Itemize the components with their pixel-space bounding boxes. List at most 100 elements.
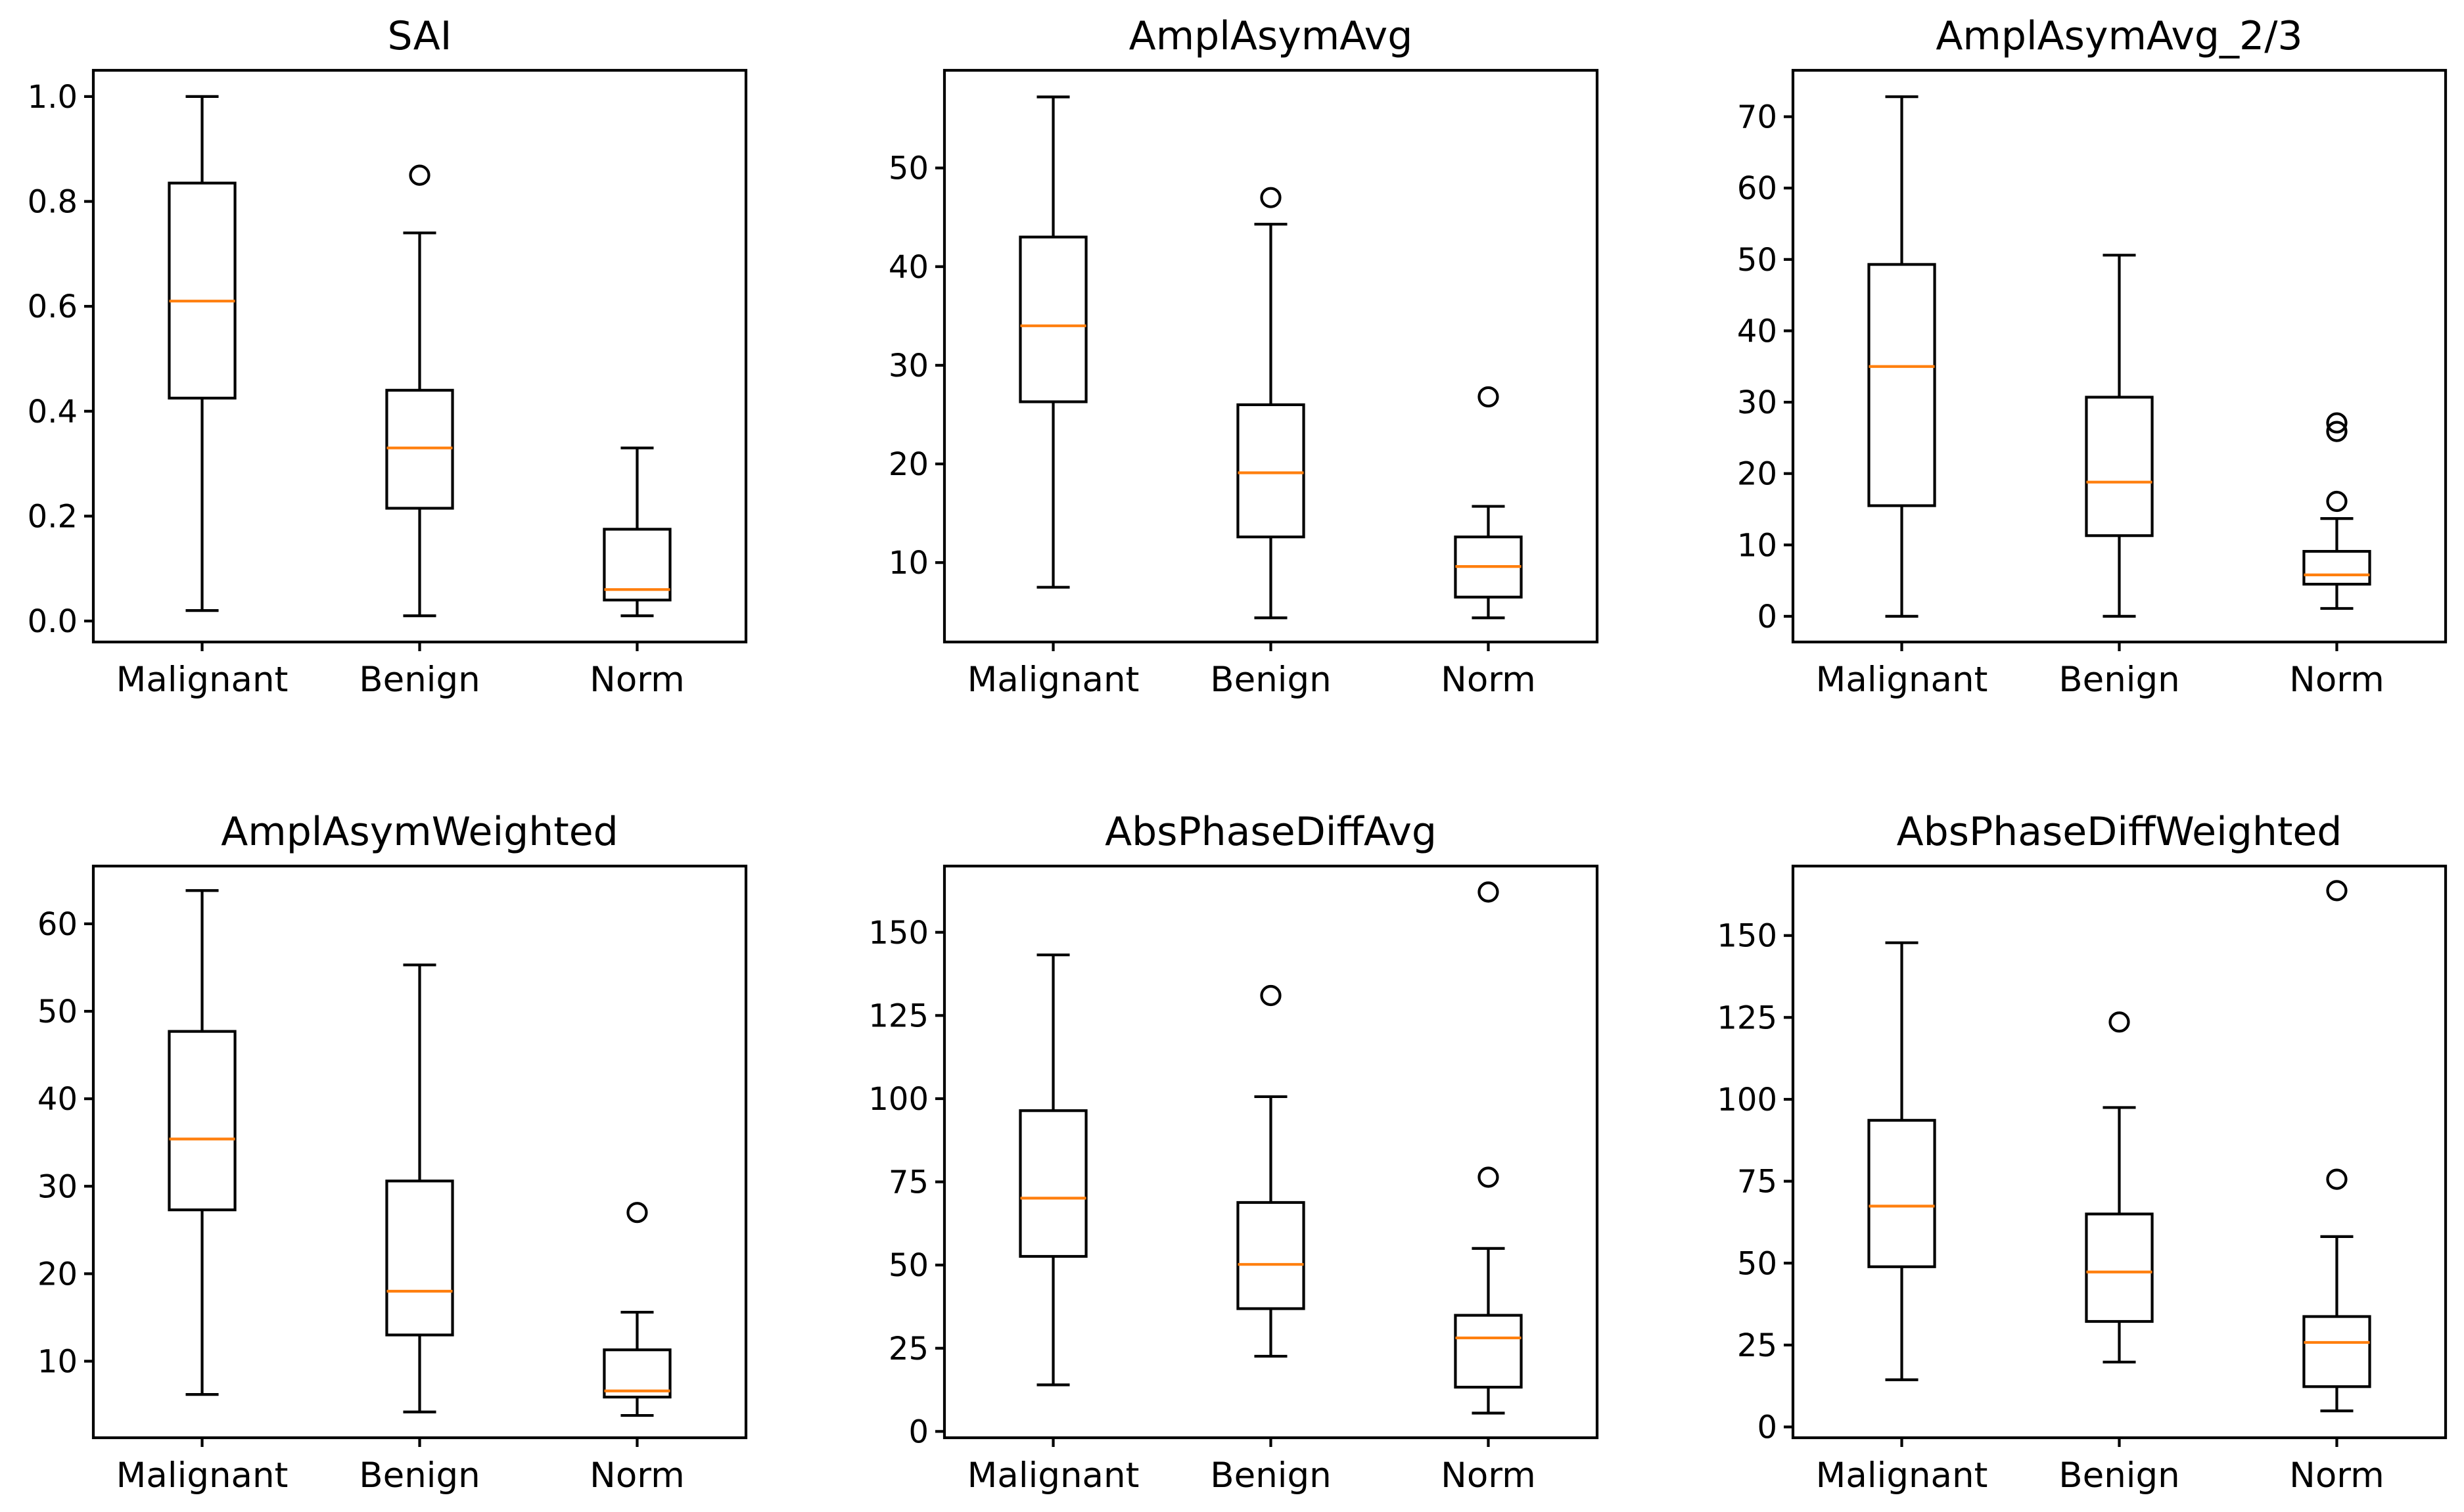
- y-tick-label: 50: [889, 150, 929, 187]
- box-malignant: [1019, 953, 1088, 1386]
- y-tick-label: 60: [1737, 170, 1777, 207]
- box-norm: [1454, 386, 1523, 620]
- box-norm: [2302, 412, 2371, 610]
- box-benign: [385, 164, 454, 618]
- box-malignant: [1019, 95, 1088, 589]
- y-tick-label: 0.2: [28, 498, 78, 535]
- outlier-point: [2326, 412, 2348, 434]
- outlier-point: [1477, 386, 1499, 408]
- subplot-3: AmplAsymAvg_2/3 0 10 20 30 40 50 60 70 Malignant B…: [1737, 13, 2448, 700]
- outlier-point: [2326, 880, 2348, 902]
- outlier-point: [409, 164, 430, 186]
- y-tick-label: 0.8: [28, 184, 78, 221]
- box-benign: [2085, 1011, 2154, 1363]
- y-tick-label: 50: [1737, 1245, 1777, 1282]
- axes-frame: [1791, 864, 2448, 1440]
- y-tick-label: 50: [37, 994, 78, 1030]
- iqr-box: [1454, 1314, 1523, 1389]
- box-malignant: [168, 95, 237, 612]
- iqr-box: [603, 528, 672, 602]
- outlier-point: [1260, 187, 1282, 208]
- subplot-title: AmplAsymAvg: [1129, 13, 1413, 59]
- y-tick-label: 0: [908, 1413, 929, 1450]
- category-label-norm: Norm: [2289, 1455, 2384, 1496]
- y-tick-label: 75: [1737, 1164, 1777, 1201]
- iqr-box: [168, 1030, 237, 1212]
- category-label-malignant: Malignant: [967, 660, 1140, 700]
- iqr-box: [603, 1348, 672, 1399]
- y-tick-label: 30: [37, 1168, 78, 1205]
- category-label-malignant: Malignant: [116, 660, 289, 700]
- y-tick-label: 30: [889, 348, 929, 384]
- category-label-benign: Benign: [2058, 660, 2180, 700]
- outlier-point: [626, 1202, 648, 1224]
- iqr-box: [2302, 1315, 2371, 1388]
- box-malignant: [168, 889, 237, 1396]
- outlier-point: [2108, 1011, 2130, 1033]
- outlier-point: [1260, 984, 1282, 1007]
- axes-frame: [91, 864, 748, 1440]
- iqr-box: [168, 181, 237, 400]
- axes-frame: [942, 864, 1599, 1440]
- box-malignant: [1867, 941, 1936, 1381]
- box-malignant: [1867, 95, 1936, 618]
- category-label-norm: Norm: [1441, 660, 1536, 700]
- box-norm: [603, 1202, 672, 1417]
- subplot-title: AmplAsymAvg_2/3: [1936, 13, 2302, 59]
- y-tick-label: 0.4: [28, 394, 78, 430]
- box-benign: [2085, 254, 2154, 618]
- iqr-box: [2302, 549, 2371, 586]
- y-tick-label: 20: [37, 1256, 78, 1293]
- category-label-benign: Benign: [2058, 1455, 2180, 1496]
- outlier-point: [2326, 421, 2348, 442]
- category-label-norm: Norm: [2289, 660, 2384, 700]
- y-tick-label: 50: [889, 1247, 929, 1284]
- box-benign: [1236, 187, 1305, 620]
- y-tick-label: 0: [1757, 1409, 1777, 1446]
- y-tick-label: 0: [1757, 599, 1777, 635]
- y-tick-label: 10: [889, 545, 929, 582]
- box-norm: [603, 446, 672, 618]
- iqr-box: [1236, 1201, 1305, 1310]
- y-tick-label: 0.6: [28, 288, 78, 325]
- category-label-benign: Benign: [1210, 1455, 1332, 1496]
- subplot-title: AbsPhaseDiffWeighted: [1897, 809, 2342, 855]
- y-tick-label: 60: [37, 906, 78, 943]
- box-benign: [1236, 984, 1305, 1358]
- category-label-malignant: Malignant: [116, 1455, 289, 1496]
- subplot-2: AmplAsymAvg 10 20 30 40 50 Malignant Benign Norm: [889, 13, 1599, 700]
- y-tick-label: 150: [868, 915, 929, 951]
- category-label-norm: Norm: [590, 1455, 685, 1496]
- y-tick-label: 40: [1737, 313, 1777, 350]
- category-label-malignant: Malignant: [1816, 1455, 1988, 1496]
- subplot-5: AbsPhaseDiffAvg 0 25 50 75 100 125 150 Malignant…: [868, 809, 1599, 1496]
- iqr-box: [1019, 1109, 1088, 1258]
- y-tick-label: 25: [889, 1331, 929, 1367]
- category-label-norm: Norm: [1441, 1455, 1536, 1496]
- iqr-box: [1236, 403, 1305, 539]
- y-tick-label: 10: [37, 1344, 78, 1381]
- category-label-malignant: Malignant: [1816, 660, 1988, 700]
- category-label-norm: Norm: [590, 660, 685, 700]
- subplot-title: AbsPhaseDiffAvg: [1105, 809, 1437, 855]
- category-label-malignant: Malignant: [967, 1455, 1140, 1496]
- axes-frame: [91, 68, 748, 644]
- iqr-box: [1867, 1118, 1936, 1268]
- y-tick-label: 125: [1717, 999, 1777, 1036]
- axes-frame: [942, 68, 1599, 644]
- category-label-benign: Benign: [359, 660, 480, 700]
- y-tick-label: 40: [37, 1081, 78, 1118]
- outlier-point: [2326, 1168, 2348, 1190]
- y-tick-label: 40: [889, 249, 929, 286]
- subplot-1: SAI 0.0 0.2 0.4 0.6 0.8 1.0 Malignant Benign Norm: [28, 13, 748, 700]
- y-tick-label: 150: [1717, 918, 1777, 955]
- category-label-benign: Benign: [359, 1455, 480, 1496]
- outlier-point: [2326, 490, 2348, 513]
- category-label-benign: Benign: [1210, 660, 1332, 700]
- subplot-6: AbsPhaseDiffWeighted 0 25 50 75 100 125 150 Mali…: [1717, 809, 2448, 1496]
- outlier-point: [1477, 1166, 1499, 1188]
- subplot-title: SAI: [388, 13, 452, 59]
- y-tick-label: 10: [1737, 527, 1777, 564]
